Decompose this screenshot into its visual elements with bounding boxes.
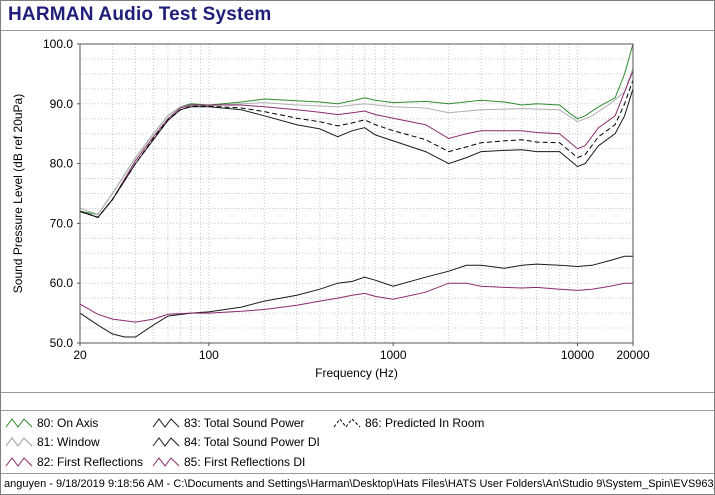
x-tick-label: 20000 <box>616 348 650 362</box>
legend: 80: On Axis 81: Window 82: First Reflect… <box>1 412 714 473</box>
y-tick-label: 80.0 <box>50 157 74 171</box>
x-axis-label: Frequency (Hz) <box>315 366 398 380</box>
y-axis-label: Sound Pressure Level (dB ref 20uPa) <box>11 94 25 293</box>
title-bar: HARMAN Audio Test System <box>1 1 714 31</box>
x-tick-label: 10000 <box>561 348 595 362</box>
legend-item-first-reflections-di[interactable]: 85: First Reflections DI <box>152 453 305 471</box>
legend-item-first-reflections[interactable]: 82: First Reflections <box>5 453 143 471</box>
frequency-response-chart: 50.0 60.0 70.0 80.0 90.0 100.0 20 100 1000 10000 2… <box>11 37 650 380</box>
y-tick-label: 50.0 <box>50 336 74 350</box>
legend-line-icon <box>152 418 180 428</box>
legend-line-icon <box>152 457 180 467</box>
legend-label: 81: Window <box>37 435 100 449</box>
legend-line-icon <box>152 437 180 447</box>
divider <box>1 392 714 393</box>
x-tick-label: 1000 <box>380 348 407 362</box>
series-line <box>79 70 634 218</box>
divider <box>1 410 714 411</box>
legend-label: 86: Predicted In Room <box>365 416 485 430</box>
legend-item-total-sound-power[interactable]: 83: Total Sound Power <box>152 414 305 432</box>
y-tick-label: 100.0 <box>43 37 73 51</box>
x-tick-label: 100 <box>199 348 219 362</box>
series-line <box>79 88 634 218</box>
legend-item-window[interactable]: 81: Window <box>5 433 100 451</box>
legend-item-total-sound-power-di[interactable]: 84: Total Sound Power DI <box>152 433 320 451</box>
y-tick-label: 70.0 <box>50 216 74 230</box>
legend-line-icon <box>5 437 33 447</box>
legend-label: 80: On Axis <box>37 416 99 430</box>
y-tick-label: 60.0 <box>50 276 74 290</box>
legend-label: 82: First Reflections <box>37 455 144 469</box>
y-tick-label: 90.0 <box>50 97 74 111</box>
series-line <box>79 67 634 215</box>
legend-item-predicted-in-room[interactable]: 86: Predicted In Room <box>333 414 484 432</box>
series-line <box>79 79 634 218</box>
series-lines <box>79 43 634 338</box>
legend-label: 85: First Reflections DI <box>184 455 306 469</box>
legend-line-icon <box>5 418 33 428</box>
grid <box>79 43 634 344</box>
series-line <box>79 282 633 323</box>
footer-status: anguyen - 9/18/2019 9:18:56 AM - C:\Docu… <box>4 478 714 490</box>
divider <box>1 473 714 474</box>
x-tick-label: 20 <box>73 348 87 362</box>
legend-line-icon <box>5 457 33 467</box>
legend-item-on-axis[interactable]: 80: On Axis <box>5 414 98 432</box>
legend-label: 84: Total Sound Power DI <box>184 435 320 449</box>
axis-ticks: 50.0 60.0 70.0 80.0 90.0 100.0 20 100 1000 10000 2… <box>43 37 650 362</box>
plot-area <box>79 43 634 344</box>
series-line <box>79 255 633 338</box>
legend-label: 83: Total Sound Power <box>184 416 305 430</box>
legend-line-icon <box>333 418 361 428</box>
app-title: HARMAN Audio Test System <box>8 4 272 25</box>
